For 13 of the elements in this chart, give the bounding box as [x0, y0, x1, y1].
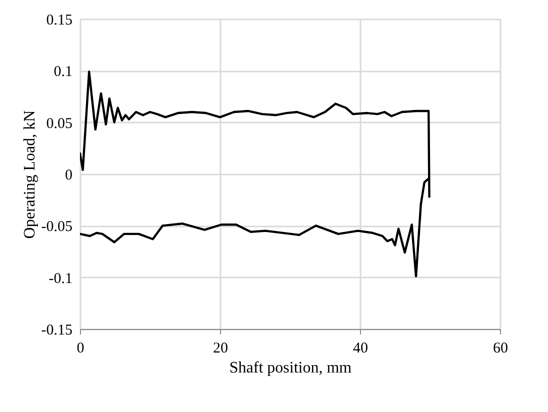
x-tick-label: 20 — [213, 340, 228, 356]
y-tick-label: -0.15 — [41, 322, 72, 338]
y-axis-title: Operating Load, kN — [21, 110, 38, 239]
y-tick-label: -0.05 — [41, 219, 72, 236]
y-tick-label: 0.15 — [46, 12, 72, 28]
y-tick-label: 0.1 — [54, 64, 72, 80]
y-tick-label: 0.05 — [46, 116, 72, 132]
x-tick-label: 0 — [76, 340, 84, 356]
x-axis-title: Shaft position, mm — [229, 360, 352, 376]
y-tick-label: -0.1 — [48, 270, 72, 287]
y-tick-label: 0 — [65, 168, 72, 184]
x-tick-label: 40 — [353, 340, 368, 356]
x-tick-label: 60 — [493, 340, 508, 356]
